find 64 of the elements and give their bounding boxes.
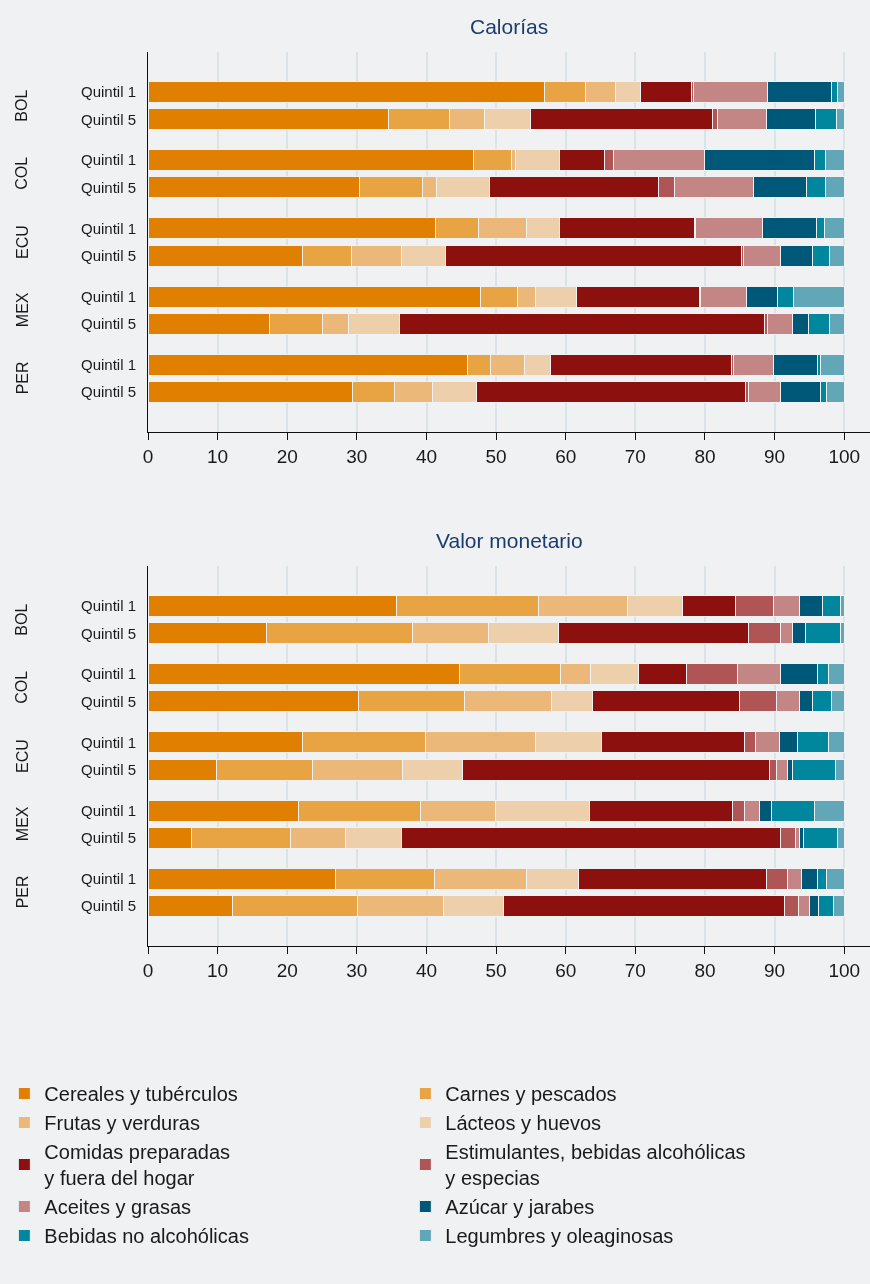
text: ECU <box>14 225 31 259</box>
text: COL <box>13 156 31 190</box>
legend-label: Azúcar y jarabes <box>445 1196 595 1219</box>
legend-label: Lácteos y huevos <box>445 1112 602 1135</box>
legend-label: Frutas y verduras <box>44 1112 200 1135</box>
x-tick-label: 100 <box>828 445 861 467</box>
x-tick-label: 60 <box>555 445 577 467</box>
text: BOL <box>13 89 31 122</box>
y-tick-label: Quintil 5 <box>80 897 136 915</box>
y-tick-label: Quintil 1 <box>80 355 136 373</box>
text: MEX <box>13 806 31 842</box>
x-tick-label: 70 <box>624 959 646 981</box>
text: BOL <box>13 603 31 636</box>
y-tick-label: Quintil 5 <box>80 829 136 847</box>
x-tick-label: 50 <box>485 959 507 981</box>
legend-label: Bebidas no alcohólicas <box>44 1225 249 1248</box>
y-tick-label: Quintil 5 <box>80 760 136 778</box>
text: ECU <box>14 739 31 773</box>
x-tick-label: 60 <box>555 959 577 981</box>
x-tick-label: 10 <box>207 959 229 981</box>
x-tick-label: 100 <box>828 959 861 981</box>
chart-title: Calorías <box>470 15 549 38</box>
text: PER <box>13 361 31 395</box>
x-tick-label: 0 <box>142 445 154 467</box>
legend-label: Carnes y pescados <box>445 1083 617 1106</box>
x-tick-label: 20 <box>276 445 298 467</box>
x-tick-label: 80 <box>694 959 716 981</box>
x-tick-label: 30 <box>346 445 368 467</box>
text: PER <box>13 875 31 909</box>
text: COL <box>13 670 31 704</box>
y-tick-label: Quintil 5 <box>80 624 136 642</box>
text: MEX <box>13 292 31 328</box>
legend-label: Comidas preparadas y fuera del hogar <box>44 1141 231 1190</box>
x-tick-label: 80 <box>694 445 716 467</box>
x-tick-label: 0 <box>142 959 154 981</box>
y-tick-label: Quintil 1 <box>80 287 136 305</box>
x-tick-label: 90 <box>764 959 786 981</box>
y-tick-label: Quintil 5 <box>80 315 136 333</box>
y-tick-label: Quintil 1 <box>80 869 136 887</box>
y-tick-label: Quintil 1 <box>80 597 136 615</box>
x-tick-label: 40 <box>415 445 438 467</box>
x-tick-label: 40 <box>415 959 438 981</box>
y-tick-label: Quintil 1 <box>80 733 136 751</box>
x-tick-label: 90 <box>764 445 786 467</box>
chart-title: Valor monetario <box>436 529 583 552</box>
y-tick-label: Quintil 1 <box>80 219 136 237</box>
x-tick-label: 70 <box>624 445 646 467</box>
legend-label: Aceites y grasas <box>44 1196 192 1219</box>
y-tick-label: Quintil 5 <box>80 246 136 264</box>
y-tick-label: Quintil 1 <box>80 665 136 683</box>
x-tick-label: 20 <box>276 959 298 981</box>
y-tick-label: Quintil 1 <box>80 801 136 819</box>
y-tick-label: Quintil 5 <box>80 110 136 128</box>
x-tick-label: 10 <box>207 445 229 467</box>
legend-label: Estimulantes, bebidas alcohólicas y especias <box>445 1141 746 1190</box>
y-tick-label: Quintil 1 <box>80 83 136 101</box>
x-tick-label: 30 <box>346 959 368 981</box>
y-tick-label: Quintil 5 <box>80 383 136 401</box>
y-tick-label: Quintil 1 <box>80 151 136 169</box>
legend-label: Cereales y tubérculos <box>44 1083 238 1106</box>
y-tick-label: Quintil 5 <box>80 178 136 196</box>
legend-label: Legumbres y oleaginosas <box>445 1225 674 1248</box>
y-tick-label: Quintil 5 <box>80 692 136 710</box>
x-tick-label: 50 <box>485 445 507 467</box>
